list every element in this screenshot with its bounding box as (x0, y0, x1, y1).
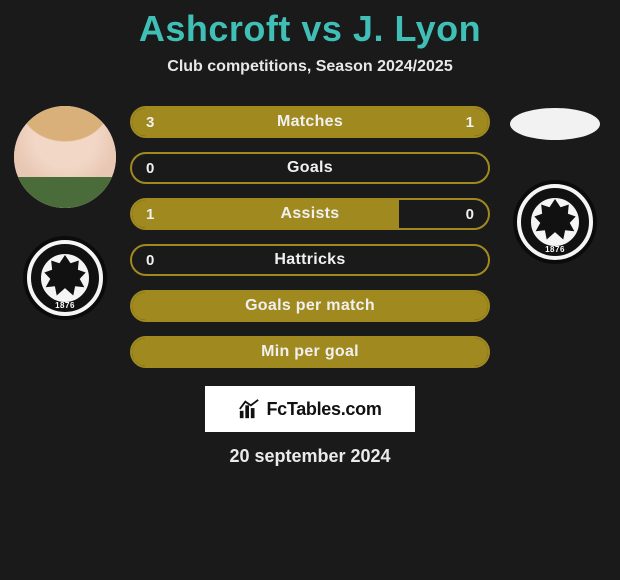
right-club-badge: 1876 (513, 180, 597, 264)
left-player-column: 1876 (10, 106, 120, 320)
stat-bars: 3 Matches 1 0 Goals 1 Assists 0 0 Hattri… (130, 106, 490, 368)
left-club-badge: 1876 (23, 236, 107, 320)
bar-label: Matches (132, 108, 488, 136)
bar-gpm: Goals per match (130, 290, 490, 322)
bar-value-right: 0 (466, 200, 474, 228)
bar-hattricks: 0 Hattricks (130, 244, 490, 276)
bar-label: Goals (132, 154, 488, 182)
bar-mpg: Min per goal (130, 336, 490, 368)
comparison-row: 1876 3 Matches 1 0 Goals 1 Assists 0 (0, 106, 620, 368)
date-text: 20 september 2024 (0, 446, 620, 467)
chart-icon (238, 398, 260, 420)
brand-text: FcTables.com (266, 399, 381, 420)
right-player-silhouette (510, 108, 600, 140)
club-year: 1876 (27, 301, 103, 310)
avatar-hair (14, 106, 116, 147)
bar-label: Assists (132, 200, 488, 228)
root: Ashcroft vs J. Lyon Club competitions, S… (0, 0, 620, 467)
right-player-column: 1876 (500, 106, 610, 264)
club-year: 1876 (517, 245, 593, 254)
bar-label: Min per goal (132, 338, 488, 366)
bar-label: Hattricks (132, 246, 488, 274)
page-title: Ashcroft vs J. Lyon (0, 8, 620, 50)
subtitle: Club competitions, Season 2024/2025 (0, 58, 620, 76)
bar-label: Goals per match (132, 292, 488, 320)
bar-assists: 1 Assists 0 (130, 198, 490, 230)
left-player-avatar (14, 106, 116, 208)
bar-value-right: 1 (466, 108, 474, 136)
bar-goals: 0 Goals (130, 152, 490, 184)
bar-matches: 3 Matches 1 (130, 106, 490, 138)
avatar-body (14, 177, 116, 208)
brand-box: FcTables.com (205, 386, 415, 432)
